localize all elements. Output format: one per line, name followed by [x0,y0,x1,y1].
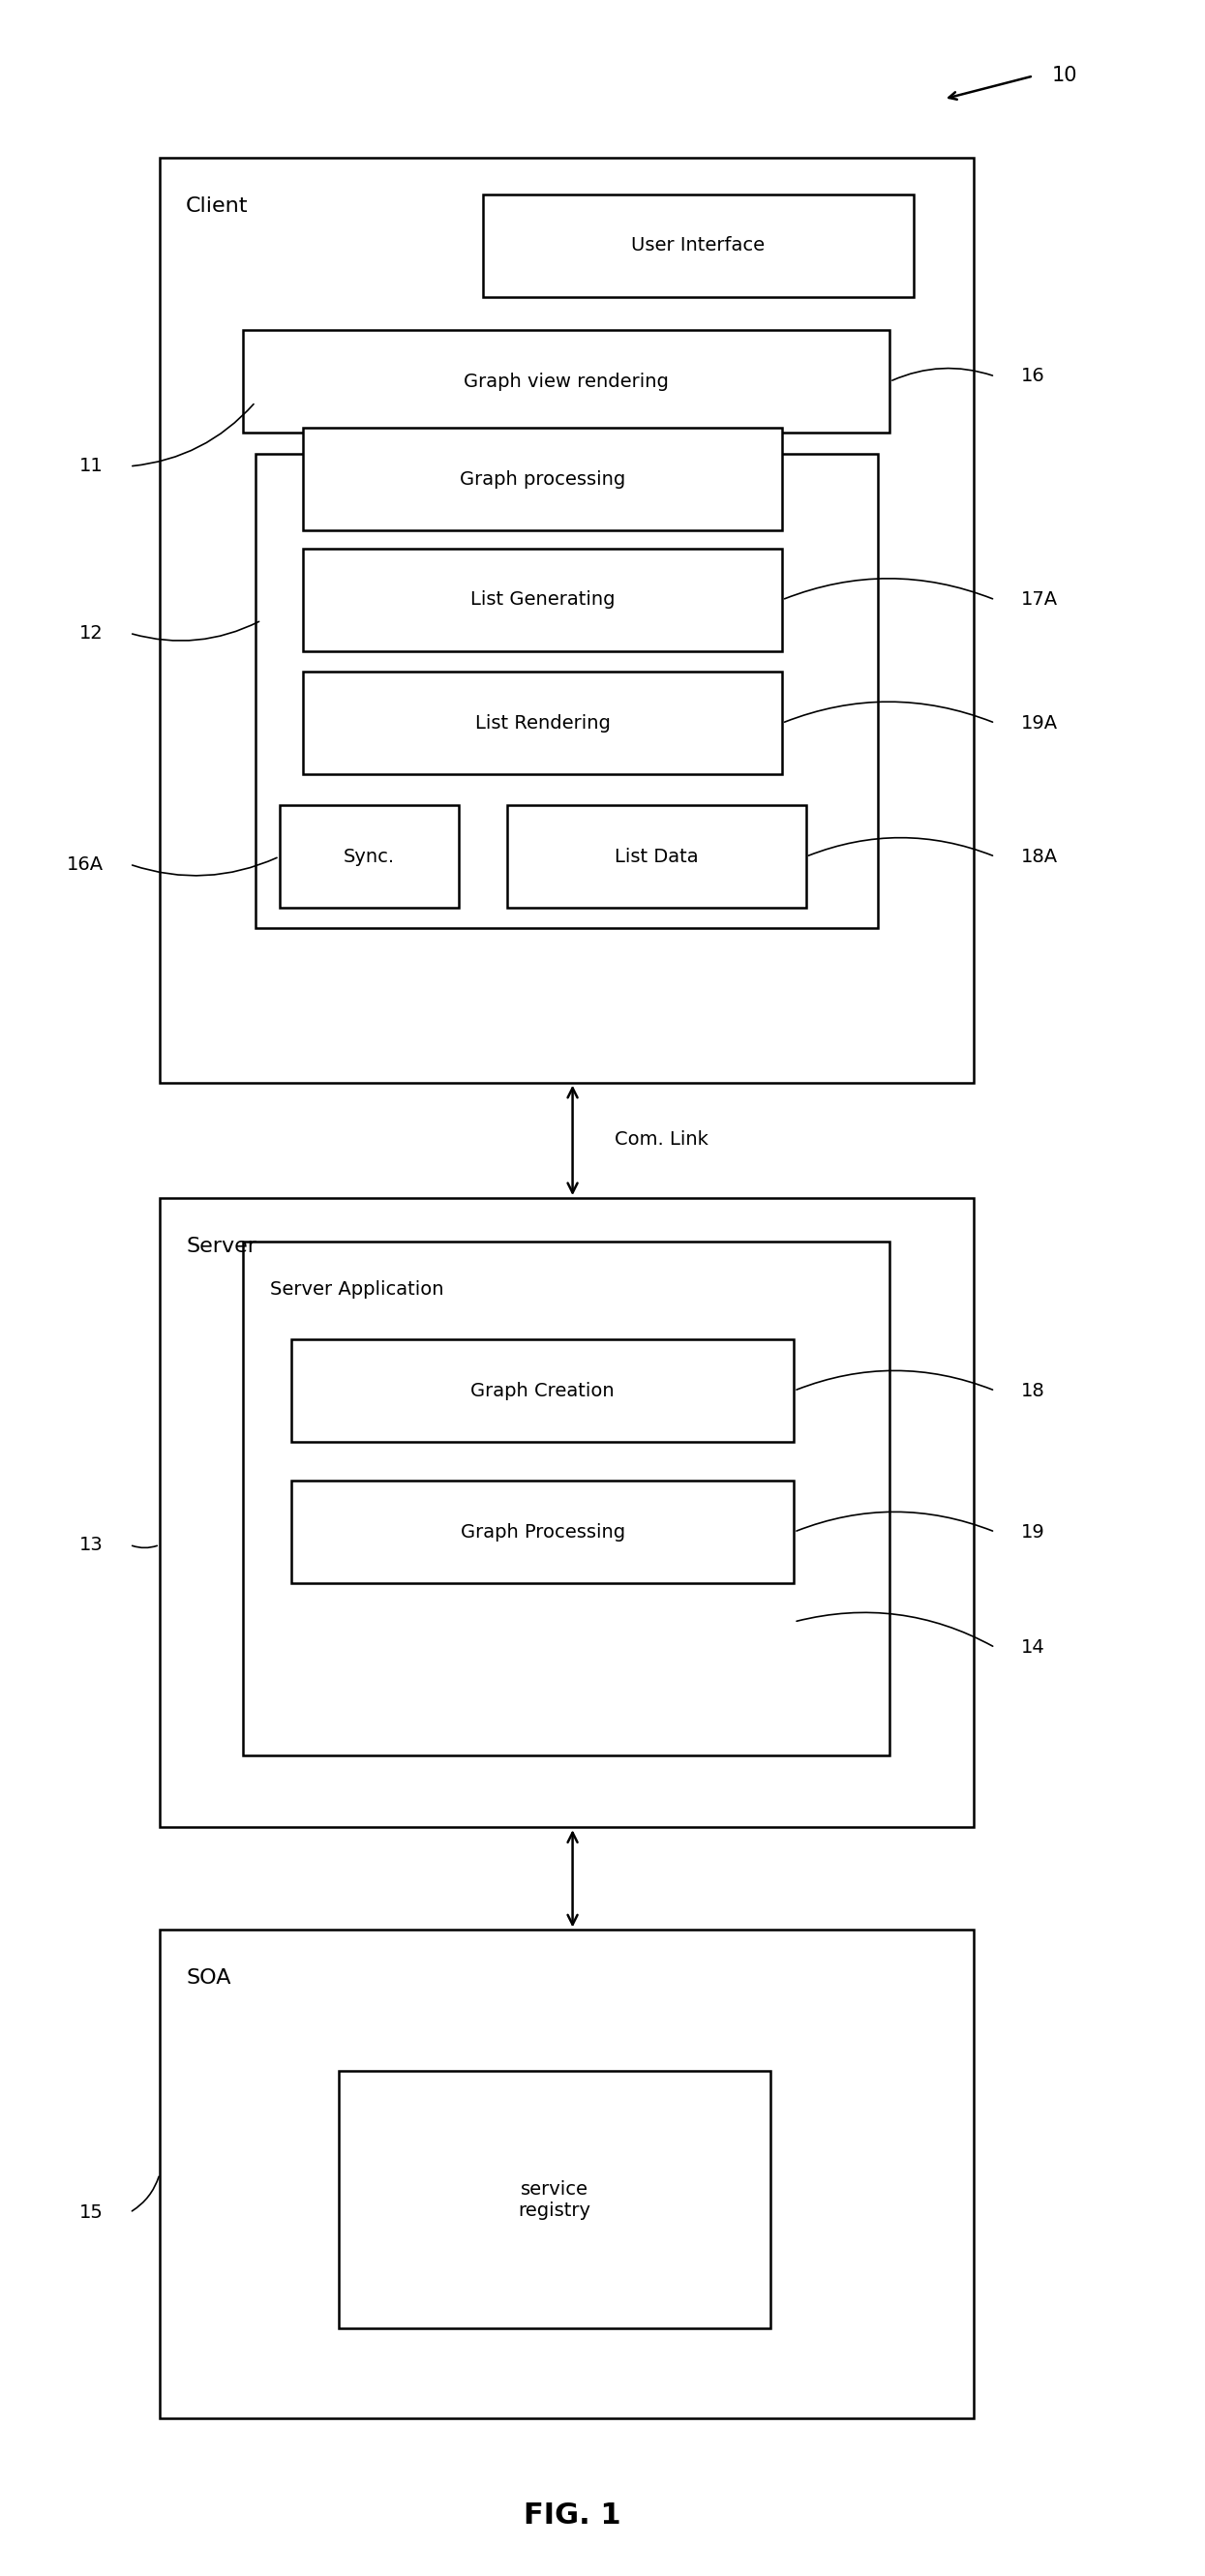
Text: List Rendering: List Rendering [475,714,611,732]
FancyBboxPatch shape [304,672,782,775]
Text: Graph Processing: Graph Processing [460,1522,625,1540]
FancyBboxPatch shape [483,193,913,296]
Text: service
registry: service registry [518,2179,590,2221]
Text: List Generating: List Generating [470,590,615,608]
Text: 19A: 19A [1022,714,1058,732]
Text: 16: 16 [1022,368,1046,386]
Text: 13: 13 [80,1535,104,1553]
Text: 16A: 16A [66,855,104,873]
FancyBboxPatch shape [243,1242,889,1754]
Text: Server Application: Server Application [270,1280,443,1298]
FancyBboxPatch shape [243,330,889,433]
FancyBboxPatch shape [304,549,782,652]
Text: SOA: SOA [186,1968,231,1989]
FancyBboxPatch shape [507,806,806,907]
Text: 11: 11 [80,456,104,477]
FancyBboxPatch shape [339,2071,770,2329]
Text: 10: 10 [1051,67,1077,85]
Text: Graph view rendering: Graph view rendering [464,374,669,392]
Text: 17A: 17A [1022,590,1058,608]
FancyBboxPatch shape [159,157,974,1082]
Text: List Data: List Data [615,848,698,866]
Text: User Interface: User Interface [631,237,765,255]
Text: 15: 15 [80,2202,104,2221]
Text: 18A: 18A [1022,848,1058,866]
Text: Graph processing: Graph processing [460,469,625,489]
FancyBboxPatch shape [255,453,877,927]
Text: Client: Client [186,196,248,216]
FancyBboxPatch shape [280,806,459,907]
FancyBboxPatch shape [159,1198,974,1826]
Text: Sync.: Sync. [343,848,395,866]
FancyBboxPatch shape [159,1929,974,2419]
Text: 19: 19 [1022,1522,1046,1540]
Text: Com. Link: Com. Link [615,1131,709,1149]
FancyBboxPatch shape [304,428,782,531]
Text: Server: Server [186,1236,257,1257]
Text: 18: 18 [1022,1381,1046,1399]
Text: Graph Creation: Graph Creation [471,1381,615,1399]
Text: 12: 12 [80,623,104,641]
FancyBboxPatch shape [292,1481,794,1584]
FancyBboxPatch shape [292,1340,794,1443]
Text: FIG. 1: FIG. 1 [524,2501,622,2530]
Text: 14: 14 [1022,1638,1046,1656]
